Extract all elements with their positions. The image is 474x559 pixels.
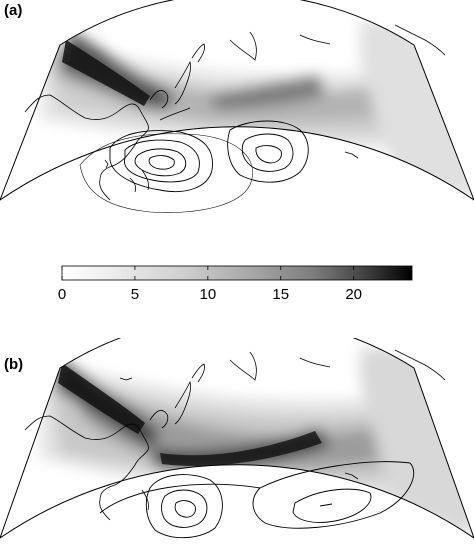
contours-b	[99, 461, 415, 539]
coastlines-b	[24, 349, 446, 521]
shading-b	[0, 338, 474, 539]
colorbar-tick-label: 20	[345, 286, 362, 303]
map-panel-a	[0, 0, 474, 213]
contours-a	[79, 120, 309, 213]
panel-label-b: (b)	[4, 356, 24, 373]
shading-a	[0, 0, 474, 201]
panel-label-a: (a)	[4, 2, 23, 19]
colorbar-tick-label: 5	[131, 286, 139, 303]
colorbar-tick-label: 10	[199, 286, 216, 303]
colorbar-ticks: 0 5 10 15 20	[58, 266, 362, 303]
colorbar: 0 5 10 15 20	[58, 265, 413, 303]
colorbar-tick-label: 0	[58, 286, 66, 303]
colorbar-gradient	[61, 265, 413, 281]
colorbar-tick-label: 15	[272, 286, 289, 303]
coastlines-a	[24, 24, 446, 201]
map-panel-b	[0, 338, 474, 539]
